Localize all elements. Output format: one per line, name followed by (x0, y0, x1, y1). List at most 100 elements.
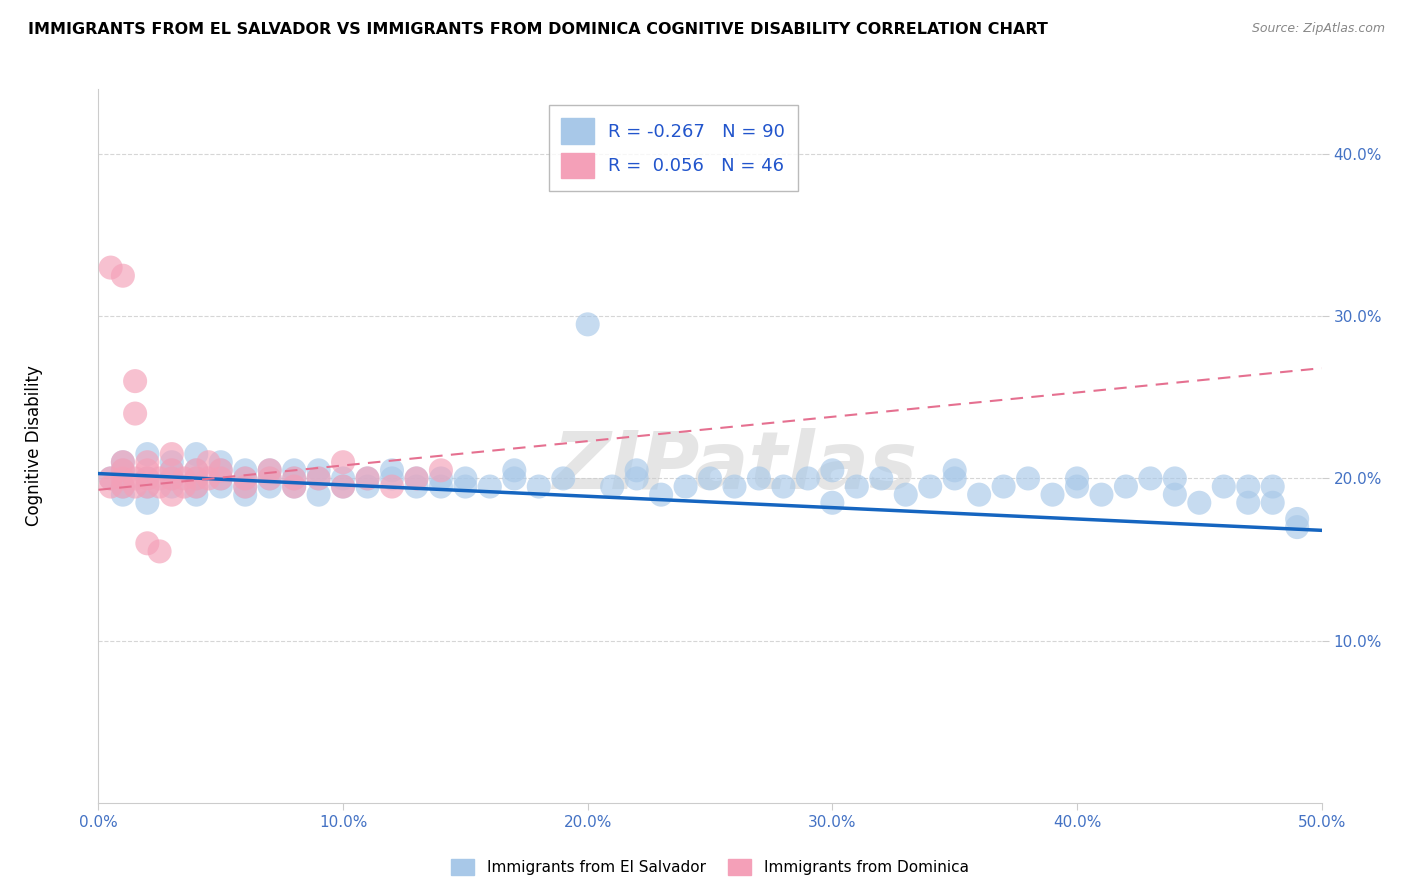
Point (136, 536, 159, 550)
Point (308, 488, 330, 502)
Point (381, 471, 404, 485)
Point (136, 471, 159, 485)
Point (405, 479, 427, 493)
Point (381, 463, 404, 477)
Point (1286, 512, 1309, 526)
Point (136, 479, 159, 493)
Point (149, 544, 172, 558)
Point (160, 488, 183, 502)
Point (430, 471, 453, 485)
Point (259, 479, 281, 493)
Point (209, 455, 232, 469)
Point (943, 463, 966, 477)
Point (845, 479, 868, 493)
Point (124, 471, 146, 485)
Point (332, 455, 354, 469)
Point (870, 471, 893, 485)
Point (356, 471, 378, 485)
Point (283, 479, 305, 493)
Point (186, 479, 208, 493)
Point (503, 463, 526, 477)
Point (160, 463, 183, 477)
Point (405, 471, 427, 485)
Point (259, 463, 281, 477)
Point (233, 479, 256, 493)
Point (356, 479, 378, 493)
Point (1066, 479, 1088, 493)
Point (173, 479, 195, 493)
Point (553, 471, 575, 485)
Point (100, 479, 122, 493)
Point (920, 479, 942, 493)
Point (405, 471, 427, 485)
Point (160, 455, 183, 469)
Point (1212, 479, 1234, 493)
Point (1286, 520, 1309, 534)
Point (100, 471, 122, 485)
Point (1261, 479, 1284, 493)
Point (1237, 479, 1260, 493)
Point (356, 471, 378, 485)
Point (149, 471, 172, 485)
Point (332, 479, 354, 493)
Point (160, 447, 183, 461)
Point (209, 479, 232, 493)
Point (943, 471, 966, 485)
Point (173, 471, 195, 485)
Point (748, 471, 770, 485)
Point (283, 471, 305, 485)
Point (111, 463, 134, 477)
Point (233, 471, 256, 485)
Point (111, 455, 134, 469)
Point (186, 488, 208, 502)
Point (1237, 496, 1260, 510)
Point (136, 479, 159, 493)
Point (233, 471, 256, 485)
Point (111, 471, 134, 485)
Point (308, 471, 330, 485)
Point (136, 447, 159, 461)
Point (111, 479, 134, 493)
Point (209, 471, 232, 485)
Point (626, 463, 648, 477)
Point (197, 455, 219, 469)
Point (259, 471, 281, 485)
Point (209, 471, 232, 485)
Point (186, 447, 208, 461)
Point (1164, 471, 1187, 485)
Point (503, 471, 526, 485)
Point (600, 479, 623, 493)
Point (454, 471, 477, 485)
Point (699, 471, 721, 485)
Point (1017, 471, 1039, 485)
Point (111, 479, 134, 493)
Point (430, 463, 453, 477)
Point (797, 471, 820, 485)
Point (136, 496, 159, 510)
Point (233, 479, 256, 493)
Point (100, 260, 122, 275)
Point (894, 488, 917, 502)
Point (967, 488, 990, 502)
Point (209, 463, 232, 477)
Point (454, 479, 477, 493)
Point (160, 471, 183, 485)
Point (124, 407, 146, 421)
Point (149, 479, 172, 493)
Point (821, 496, 844, 510)
Point (160, 463, 183, 477)
Point (100, 471, 122, 485)
Y-axis label: Cognitive Disability: Cognitive Disability (25, 366, 42, 526)
Text: IMMIGRANTS FROM EL SALVADOR VS IMMIGRANTS FROM DOMINICA COGNITIVE DISABILITY COR: IMMIGRANTS FROM EL SALVADOR VS IMMIGRANT… (28, 22, 1047, 37)
Point (308, 463, 330, 477)
Point (430, 479, 453, 493)
Point (675, 479, 697, 493)
Point (186, 463, 208, 477)
Point (1261, 496, 1284, 510)
Point (650, 488, 672, 502)
Point (821, 463, 844, 477)
Point (283, 463, 305, 477)
Point (124, 374, 146, 388)
Point (478, 479, 501, 493)
Point (626, 471, 648, 485)
